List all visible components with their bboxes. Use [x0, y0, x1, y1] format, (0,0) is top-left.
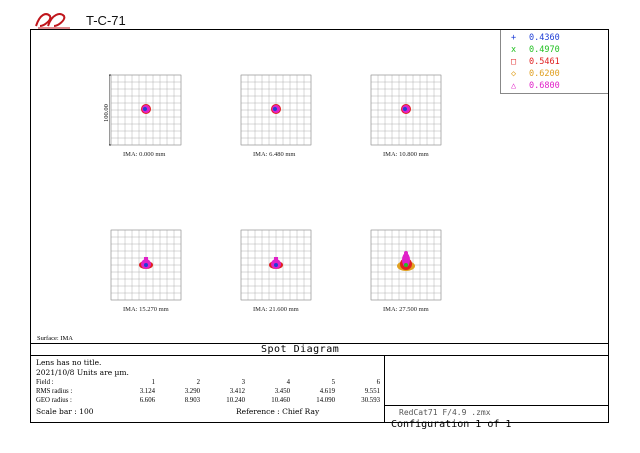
spot-grid-6	[370, 229, 442, 301]
field-value-5: 5	[331, 379, 335, 386]
field-value-4: 4	[286, 379, 290, 386]
field-value-6: 6	[376, 379, 380, 386]
legend-marker-icon: +	[511, 33, 517, 43]
field-label-5: IMA: 21.600 mm	[253, 306, 299, 313]
wavelength-legend: +0.4360 x 0.4970 □ 0.5461 ◇ 0.6200 △ 0.6800	[500, 30, 608, 94]
field-label-6: IMA: 27.500 mm	[383, 306, 429, 313]
spot-grid-1	[109, 74, 182, 146]
surface-label: Surface: IMA	[37, 335, 73, 342]
geo-value-3: 10.240	[226, 397, 245, 404]
field-value-1: 1	[151, 379, 155, 386]
app-title: T-C-71	[86, 13, 126, 28]
geo-value-4: 10.460	[271, 397, 290, 404]
legend-entry-5: △ 0.6800	[511, 81, 560, 91]
geo-value-6: 30.593	[361, 397, 380, 404]
divider	[384, 356, 385, 422]
rms-value-6: 9.551	[364, 388, 380, 395]
field-label: Field :	[36, 379, 54, 386]
field-label-3: IMA: 10.800 mm	[383, 151, 429, 158]
spot-grid-2	[240, 74, 312, 146]
spot-grid-5	[240, 229, 312, 301]
rms-value-3: 3.412	[229, 388, 245, 395]
scale-bar: Scale bar : 100	[36, 407, 94, 416]
plot-title-band: Spot Diagram	[31, 343, 608, 356]
legend-marker-icon: ◇	[511, 69, 517, 79]
legend-marker-icon: x	[511, 45, 517, 55]
spot-grid-3	[370, 74, 442, 146]
spot-grid-4	[110, 229, 182, 301]
rms-value-4: 3.450	[274, 388, 290, 395]
configuration: Configuration 1 of 1	[391, 419, 512, 430]
legend-marker-icon: △	[511, 81, 517, 91]
legend-entry-3: □ 0.5461	[511, 57, 560, 67]
field-label-1: IMA: 0.000 mm	[123, 151, 166, 158]
legend-entry-2: x 0.4970	[511, 45, 560, 55]
file-name: RedCat71 F/4.9 .zmx	[399, 408, 491, 417]
field-value-3: 3	[241, 379, 245, 386]
rms-value-5: 4.619	[319, 388, 335, 395]
divider	[384, 405, 608, 406]
legend-entry-4: ◇ 0.6200	[511, 69, 560, 79]
reference: Reference : Chief Ray	[236, 407, 320, 416]
spot-diagram-frame: +0.4360 x 0.4970 □ 0.5461 ◇ 0.6200 △ 0.6800 …	[30, 29, 609, 430]
geo-label: GEO radius :	[36, 397, 72, 404]
company-logo	[35, 13, 70, 29]
legend-entry-1: +0.4360	[511, 33, 560, 43]
geo-value-1: 6.606	[139, 397, 155, 404]
geo-value-5: 14.090	[316, 397, 335, 404]
rms-label: RMS radius :	[36, 388, 73, 395]
rms-value-1: 3.124	[139, 388, 155, 395]
field-value-2: 2	[196, 379, 200, 386]
field-label-4: IMA: 15.270 mm	[123, 306, 169, 313]
plot-title: Spot Diagram	[261, 344, 340, 355]
field-label-2: IMA: 6.480 mm	[253, 151, 296, 158]
rms-value-2: 3.290	[184, 388, 200, 395]
lens-title: Lens has no title.	[36, 358, 102, 367]
date-units: 2021/10/8 Units are µm.	[36, 368, 129, 377]
info-panel: Lens has no title. 2021/10/8 Units are µ…	[31, 356, 608, 422]
geo-value-2: 8.903	[184, 397, 200, 404]
legend-marker-icon: □	[511, 57, 517, 67]
scale-label: 100.00	[103, 104, 110, 122]
